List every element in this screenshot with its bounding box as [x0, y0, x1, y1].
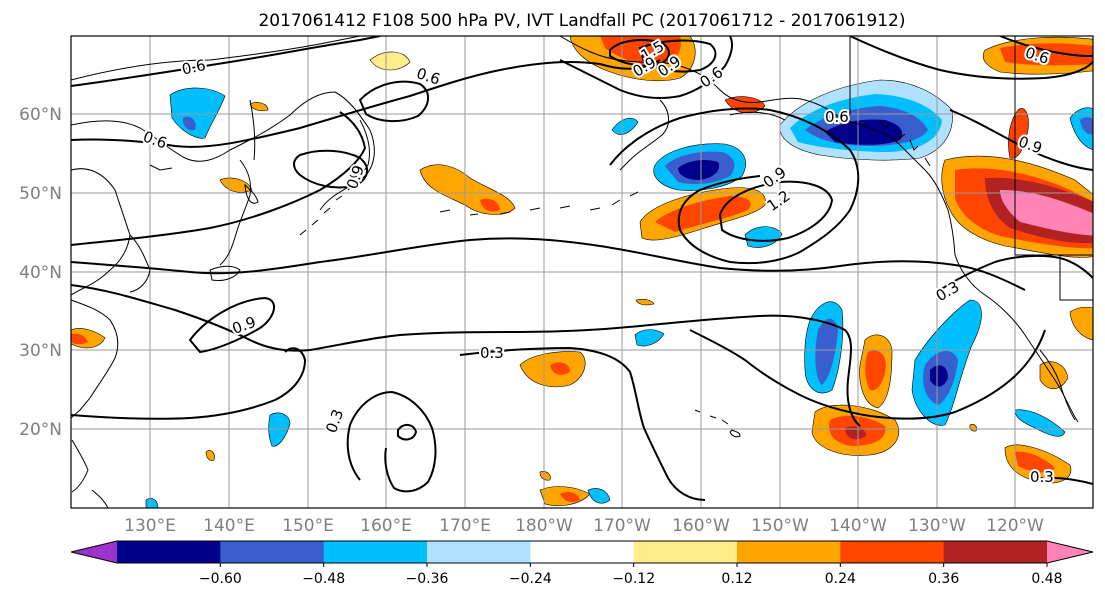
contour-0.9-loop2 — [188, 296, 275, 354]
contour-0.9-loop — [358, 80, 429, 122]
colorbar-segment — [840, 541, 945, 563]
contour-0.9-alaska — [638, 39, 717, 73]
colorbar-segment — [323, 541, 428, 563]
lon-label: 130°W — [908, 516, 966, 536]
contour-0.3-loop — [346, 390, 437, 493]
contour-1.5 — [609, 39, 670, 67]
contour-0.9-ring — [293, 149, 369, 189]
lat-label: 20°N — [19, 420, 62, 440]
lon-label: 170°W — [593, 516, 651, 536]
colorbar-tick-label: −0.48 — [302, 571, 345, 587]
contour-1.2-ring — [718, 180, 834, 242]
contour-0.6-south — [71, 284, 861, 427]
lon-label: 160°W — [672, 516, 730, 536]
colorbar-tick-label: −0.12 — [612, 571, 655, 587]
colorbar-tick-label: 0.36 — [928, 571, 959, 587]
contour-label: 0.3 — [1030, 468, 1054, 486]
colorbar-segment — [633, 541, 738, 563]
contour-0.9-east — [609, 107, 860, 265]
colorbar-tick-label: −0.60 — [199, 571, 242, 587]
colorbar-segment — [530, 541, 635, 563]
colorbar-tick-label: 0.12 — [721, 571, 752, 587]
contour-0.9-ne — [949, 109, 1093, 171]
contour-0.6-north — [71, 36, 381, 87]
lon-label: 150°W — [751, 516, 809, 536]
colorbar-segment — [117, 541, 221, 563]
shaded-anomalies — [71, 36, 1093, 508]
colorbar-segment — [737, 541, 841, 563]
colorbar-segment — [943, 541, 1048, 563]
lon-label: 130°E — [124, 516, 176, 536]
lon-label: 170°E — [439, 516, 491, 536]
colorbar-tick-label: 0.48 — [1031, 571, 1062, 587]
contour-0.6-mid — [71, 59, 661, 148]
lat-label: 30°N — [19, 341, 62, 361]
lon-label: 120°W — [986, 516, 1044, 536]
colorbar-segment — [220, 541, 325, 563]
contour-0.3-band — [71, 237, 1026, 291]
colorbar-tick-label: −0.36 — [406, 571, 449, 587]
contour-0.3-mid — [459, 346, 706, 501]
contour-0.3-east — [939, 254, 1093, 291]
coastlines — [71, 36, 1093, 508]
contour-0.3-small — [397, 424, 418, 441]
contour-0.3-s2 — [689, 329, 1046, 420]
map-frame — [70, 35, 1094, 509]
lon-label: 150°E — [282, 516, 334, 536]
latitude-labels: 60°N 50°N 40°N 30°N 20°N — [19, 105, 62, 440]
graticule — [71, 36, 1093, 508]
lon-label: 140°W — [829, 516, 887, 536]
figure-title: 2017061412 F108 500 hPa PV, IVT Landfall… — [258, 11, 905, 31]
contour-0.3-se — [1029, 476, 1093, 485]
colorbar: −0.60 −0.48 −0.36 −0.24 −0.12 0.12 0.24 0.36 0.4… — [70, 540, 1094, 587]
lat-label: 40°N — [19, 263, 62, 283]
lon-label: 160°E — [360, 516, 412, 536]
colorbar-extend-low — [71, 541, 117, 563]
colorbar-extend-high — [1047, 541, 1093, 563]
colorbar-tick-label: 0.24 — [825, 571, 856, 587]
map-area: 0.6 0.6 0.6 0.6 0.6 0.9 0.9 0.9 0.9 0.9 … — [71, 36, 1093, 508]
contour-0.6-top-right — [999, 36, 1093, 57]
contour-0.6-ne — [849, 36, 1093, 80]
lon-label: 140°E — [203, 516, 255, 536]
contour-label: 0.3 — [480, 344, 504, 362]
lon-label: 180°W — [515, 516, 573, 536]
contour-0.3-south — [71, 347, 307, 420]
colorbar-segment — [427, 541, 531, 563]
colorbar-tick-label: −0.24 — [509, 571, 552, 587]
lat-label: 60°N — [19, 105, 62, 125]
contour-0.9-west — [71, 111, 367, 246]
contour-0.6-alaska — [559, 36, 734, 99]
pv-contours — [71, 36, 1093, 501]
longitude-labels: 130°E 140°E 150°E 160°E 170°E 180°W 170°… — [124, 516, 1044, 536]
colorbar-outline — [70, 540, 1094, 564]
lat-label: 50°N — [19, 184, 62, 204]
contour-label: 0.6 — [825, 108, 849, 126]
